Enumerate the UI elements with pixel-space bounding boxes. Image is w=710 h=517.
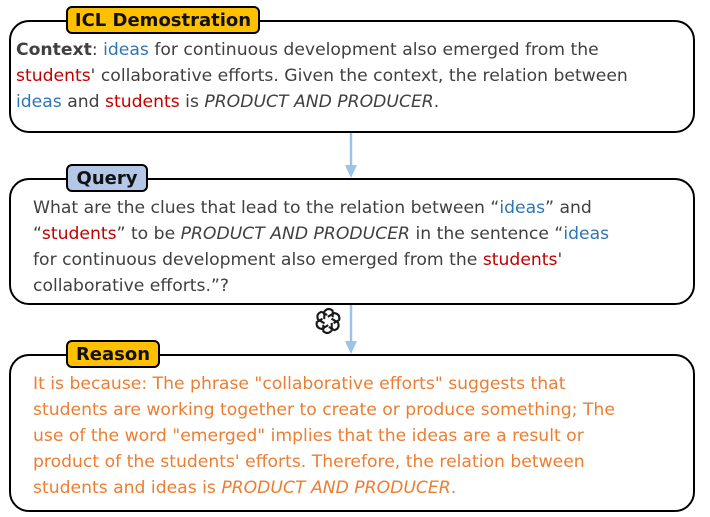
reason-period: . <box>450 478 457 498</box>
openai-logo-icon <box>315 308 341 334</box>
icl-text: and <box>67 92 100 112</box>
entity-students: students <box>105 92 180 112</box>
reason-line-5: students and ideas is PRODUCT AND PRODUC… <box>33 475 615 501</box>
entity-students: students <box>41 224 117 244</box>
query-text: ' <box>557 250 563 270</box>
reason-line-1: It is because: The phrase "collaborative… <box>33 374 566 394</box>
icl-line-2: students' collaborative efforts. Given t… <box>16 63 628 89</box>
icl-line-3: ideas and students is PRODUCT AND PRODUC… <box>16 89 628 115</box>
reason-text: students and ideas is <box>33 478 216 498</box>
query-text: ” and <box>545 198 592 218</box>
reason-line-4: product of the students' efforts. Theref… <box>33 452 585 472</box>
query-content: What are the clues that lead to the rela… <box>33 195 609 299</box>
icl-text: for continuous development also emerged … <box>154 40 599 60</box>
icl-content: Context: ideas for continuous developmen… <box>16 37 628 115</box>
reason-tag: Reason <box>66 340 160 368</box>
icl-tag-label: ICL Demostration <box>74 9 252 31</box>
entity-students: students <box>482 250 558 270</box>
query-tag: Query <box>66 164 148 192</box>
query-text: “ <box>33 224 42 244</box>
query-text: in the sentence “ <box>415 224 564 244</box>
reason-line-2: students are working together to create … <box>33 400 615 420</box>
icl-line-1: Context: ideas for continuous developmen… <box>16 37 628 63</box>
query-tag-label: Query <box>76 167 138 189</box>
arrow-down-icon <box>345 133 357 178</box>
context-label: Context <box>16 40 92 60</box>
query-box: What are the clues that lead to the rela… <box>9 178 695 305</box>
relation-label: PRODUCT AND PRODUCER <box>204 92 434 112</box>
reason-line-3: use of the word "emerged" implies that t… <box>33 426 584 446</box>
query-line-1: What are the clues that lead to the rela… <box>33 195 609 221</box>
icl-box: Context: ideas for continuous developmen… <box>9 20 695 133</box>
query-text: What are the clues that lead to the rela… <box>33 198 500 218</box>
icl-text: ' collaborative efforts. Given the conte… <box>90 66 628 86</box>
icl-period: . <box>433 92 440 112</box>
entity-students: students <box>16 66 91 86</box>
arrow-down-icon <box>345 305 357 354</box>
query-text: ” to be <box>116 224 176 244</box>
relation-label: PRODUCT AND PRODUCER <box>221 478 451 498</box>
relation-label: PRODUCT AND PRODUCER <box>180 224 411 244</box>
context-colon: : <box>91 40 98 60</box>
query-line-4: collaborative efforts.”? <box>33 276 229 296</box>
reason-content: It is because: The phrase "collaborative… <box>33 371 615 501</box>
reason-box: It is because: The phrase "collaborative… <box>9 354 695 512</box>
entity-ideas: ideas <box>499 198 546 218</box>
reason-tag-label: Reason <box>75 343 151 365</box>
icl-tag: ICL Demostration <box>66 6 260 34</box>
query-text: for continuous development also emerged … <box>33 250 478 270</box>
query-line-3: for continuous development also emerged … <box>33 247 609 273</box>
entity-ideas: ideas <box>563 224 610 244</box>
entity-ideas: ideas <box>103 40 149 60</box>
icl-text: is <box>185 92 199 112</box>
entity-ideas: ideas <box>16 92 62 112</box>
query-line-2: “students” to be PRODUCT AND PRODUCER in… <box>33 221 609 247</box>
